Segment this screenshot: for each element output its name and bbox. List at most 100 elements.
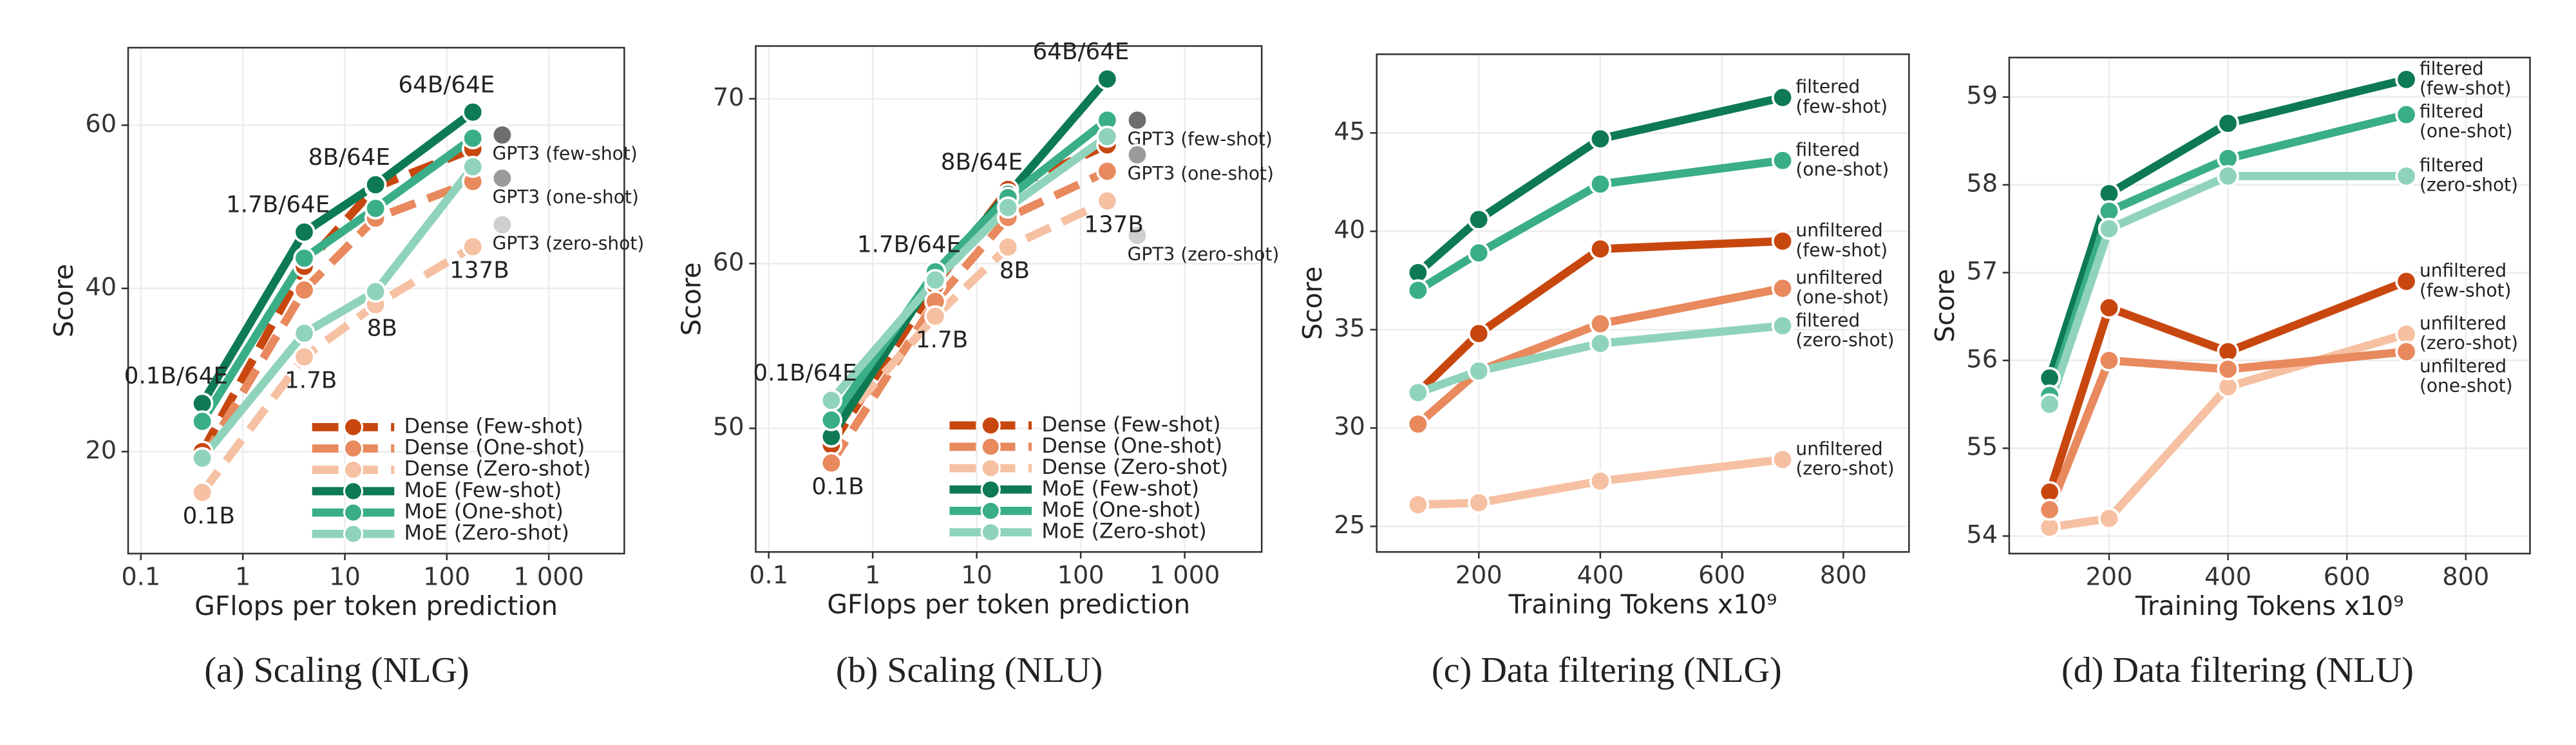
data-point — [820, 451, 843, 475]
data-point — [462, 155, 484, 178]
x-tick-label: 10 — [961, 561, 992, 590]
series-end-label: filtered — [2420, 100, 2484, 122]
model-label: 64B/64E — [398, 71, 495, 98]
data-point — [1406, 279, 1430, 302]
model-label: 1.7B — [916, 326, 968, 353]
series-end-label: filtered — [1795, 310, 1860, 331]
legend-label: Dense (Zero-shot) — [1041, 455, 1228, 479]
series-end-label: filtered — [2420, 58, 2484, 79]
y-tick-label: 30 — [1334, 412, 1365, 441]
data-point — [2098, 296, 2121, 319]
x-tick-label: 10 — [329, 563, 361, 592]
data-point — [293, 221, 316, 243]
legend-marker — [343, 417, 364, 437]
data-point — [2395, 68, 2418, 91]
reference-label: GPT3 (zero-shot) — [493, 233, 645, 254]
data-point — [2098, 349, 2121, 372]
series-line — [828, 133, 1110, 403]
y-tick-label: 40 — [85, 272, 117, 301]
model-label: 8B — [367, 315, 397, 341]
x-axis-title: Training Tokens x10⁹ — [1508, 589, 1777, 619]
legend-marker — [343, 481, 364, 502]
series-line — [198, 109, 476, 406]
data-point — [2395, 103, 2418, 126]
y-tick-label: 20 — [85, 436, 117, 465]
data-point — [1771, 86, 1794, 109]
y-tick-label: 58 — [1966, 169, 1998, 198]
reference-point — [491, 167, 514, 190]
data-point — [2038, 393, 2061, 416]
y-tick-label: 50 — [713, 413, 744, 442]
series-end-label: unfiltered — [1795, 220, 1882, 241]
caption: (a) Scaling (NLG) — [204, 650, 469, 690]
data-point — [364, 280, 387, 303]
y-tick-label: 57 — [1966, 257, 1998, 286]
y-tick-label: 70 — [713, 83, 744, 112]
caption: (b) Scaling (NLU) — [836, 650, 1103, 690]
plot-background — [2009, 57, 2530, 554]
model-label: 137B — [450, 258, 509, 284]
series-end-label: (few-shot) — [2420, 78, 2512, 99]
model-label: 0.1B — [183, 503, 235, 529]
series-end-label: unfiltered — [1795, 438, 1882, 459]
y-axis-title: Score — [676, 262, 707, 335]
data-point — [293, 346, 316, 368]
series-end-label: filtered — [1795, 139, 1860, 160]
data-point — [191, 447, 214, 469]
series-line — [828, 167, 1110, 466]
x-axis-title: GFlops per token prediction — [827, 589, 1190, 619]
y-tick-label: 55 — [1966, 433, 1998, 462]
model-label: 0.1B — [811, 473, 864, 500]
legend-label: Dense (Few-shot) — [404, 413, 583, 438]
x-tick-label: 600 — [1698, 561, 1745, 590]
legend-label: MoE (Few-shot) — [404, 478, 562, 502]
data-point — [2098, 507, 2121, 530]
data-point — [364, 173, 387, 196]
x-tick-label: 100 — [1057, 561, 1104, 590]
series-end-label: (one-shot) — [1795, 159, 1889, 180]
x-axis-title: GFlops per token prediction — [194, 590, 558, 621]
data-point — [1771, 149, 1794, 172]
legend-marker — [980, 415, 1001, 436]
x-tick-label: 200 — [1455, 561, 1502, 590]
data-point — [1096, 160, 1119, 183]
data-point — [997, 196, 1019, 219]
data-point — [1589, 312, 1612, 335]
data-point — [924, 269, 947, 292]
data-point — [1771, 314, 1794, 337]
data-point — [1589, 469, 1612, 493]
data-point — [462, 127, 484, 149]
reference-point — [491, 124, 514, 146]
caption: (c) Data filtering (NLG) — [1432, 650, 1782, 690]
x-tick-label: 400 — [2204, 563, 2251, 592]
y-tick-label: 60 — [85, 109, 117, 138]
y-tick-label: 25 — [1334, 511, 1365, 540]
series-end-label: (zero-shot) — [1795, 329, 1894, 350]
legend-label: Dense (One-shot) — [1041, 433, 1222, 458]
data-point — [2395, 165, 2418, 187]
data-point — [462, 100, 484, 124]
legend-marker — [343, 460, 364, 480]
model-label: 137B — [1084, 211, 1144, 238]
data-point — [2395, 270, 2418, 293]
x-tick-label: 1 — [865, 561, 880, 590]
data-point — [293, 247, 316, 270]
model-label: 1.7B/64E — [226, 192, 330, 218]
series-line — [2045, 110, 2408, 397]
series-end-label: filtered — [1795, 76, 1860, 97]
data-point — [820, 389, 843, 411]
data-point — [1468, 359, 1490, 382]
reference-label: GPT3 (one-shot) — [493, 186, 639, 207]
model-label: 1.7B/64E — [857, 231, 961, 258]
series-line — [198, 135, 475, 424]
series-end-label: (one-shot) — [1795, 287, 1889, 308]
reference-label: GPT3 (one-shot) — [1128, 163, 1274, 184]
model-label: 0.1B/64E — [124, 363, 228, 390]
series-line — [1416, 156, 1783, 294]
series-end-label: (zero-shot) — [2420, 332, 2518, 354]
series-line — [198, 177, 475, 462]
series-line — [1417, 455, 1783, 509]
data-point — [293, 279, 316, 301]
x-tick-label: 200 — [2085, 563, 2132, 592]
